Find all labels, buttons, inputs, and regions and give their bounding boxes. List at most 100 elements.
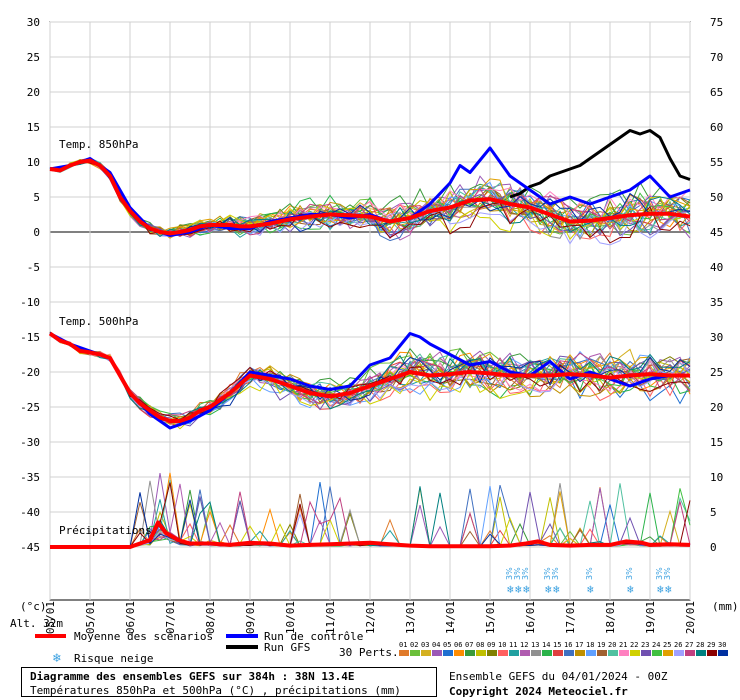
panel-label-t500: Temp. 500hPa	[59, 315, 138, 328]
snowflake-icon: ❄	[523, 583, 530, 596]
x-tick-label: 12/01	[364, 601, 377, 634]
x-tick-label: 05/01	[84, 601, 97, 634]
right-tick-label: 55	[710, 156, 723, 169]
pert-swatch	[663, 650, 673, 656]
x-tick-label: 16/01	[524, 601, 537, 634]
pert-number: 27	[685, 641, 693, 649]
pert-swatch	[586, 650, 596, 656]
left-tick-label: -10	[20, 296, 40, 309]
altitude-label: Alt. 32m	[10, 617, 63, 630]
pert-number: 22	[630, 641, 638, 649]
pert-number: 19	[597, 641, 605, 649]
x-tick-label: 05/01	[44, 601, 57, 634]
pert-number: 09	[487, 641, 495, 649]
right-axis-unit: (mm)	[712, 600, 739, 613]
x-tick-label: 09/01	[244, 601, 257, 634]
left-tick-label: 5	[33, 191, 40, 204]
pert-number: 30	[718, 641, 726, 649]
pert-number: 12	[520, 641, 528, 649]
snow-marker-text: 3%	[513, 567, 522, 580]
chart-title-box: Diagramme des ensembles GEFS sur 384h : …	[21, 667, 437, 697]
x-tick-label: 14/01	[444, 601, 457, 634]
snowflake-icon: ❄	[553, 583, 560, 596]
pert-swatch	[421, 650, 431, 656]
right-tick-label: 70	[710, 51, 723, 64]
pert-number: 20	[608, 641, 616, 649]
pert-swatch	[498, 650, 508, 656]
pert-swatch	[575, 650, 585, 656]
right-tick-label: 25	[710, 366, 723, 379]
pert-swatch	[531, 650, 541, 656]
series-line	[509, 129, 691, 199]
legend-gfs-label: Run GFS	[264, 641, 310, 654]
pert-number: 18	[586, 641, 594, 649]
pert-number: 03	[421, 641, 429, 649]
snow-marker-text: 3%	[521, 567, 530, 580]
pert-swatch	[432, 650, 442, 656]
pert-swatch	[652, 650, 662, 656]
pert-number: 29	[707, 641, 715, 649]
snow-marker-text: 3%	[543, 567, 552, 580]
main-series	[48, 129, 691, 549]
left-tick-label: -25	[20, 401, 40, 414]
x-tick-label: 10/01	[284, 601, 297, 634]
pert-number: 04	[432, 641, 440, 649]
left-tick-label: 0	[33, 226, 40, 239]
snow-marker-text: 3%	[505, 567, 514, 580]
right-tick-label: 15	[710, 436, 723, 449]
x-axis-ticks: 05/01 06/01 07/01 08/01 09/01 10/01 11/01 12/01…	[44, 601, 697, 634]
pert-number: 01	[399, 641, 407, 649]
snowflake-icon: ❄	[507, 583, 514, 596]
x-tick-label: 07/01	[164, 601, 177, 634]
panel-label-precip: Précipitations	[59, 524, 152, 537]
snow-marker-text: 3%	[663, 567, 672, 580]
legend-snow-label: Risque neige	[74, 652, 153, 665]
left-tick-label: 20	[27, 86, 40, 99]
pert-swatch	[564, 650, 574, 656]
snowflake-icon: ❄	[587, 583, 594, 596]
right-tick-label: 5	[710, 506, 717, 519]
right-tick-label: 75	[710, 16, 723, 29]
pert-swatch	[718, 650, 728, 656]
pert-swatch	[630, 650, 640, 656]
pert-number: 25	[663, 641, 671, 649]
right-tick-label: 40	[710, 261, 723, 274]
pert-number: 06	[454, 641, 462, 649]
pert-swatch	[487, 650, 497, 656]
pert-number: 14	[542, 641, 550, 649]
x-tick-label: 19/01	[644, 601, 657, 634]
pert-swatch	[553, 650, 563, 656]
snowflake-icon: ❄	[515, 583, 522, 596]
pert-number: 15	[553, 641, 561, 649]
pert-number: 26	[674, 641, 682, 649]
copyright: Copyright 2024 Meteociel.fr	[449, 685, 628, 698]
snow-markers: 3%❄3%❄3%❄3%❄3%❄3%❄3%❄3%❄3%❄	[505, 567, 672, 596]
pert-swatch	[476, 650, 486, 656]
pert-swatch	[399, 650, 409, 656]
left-tick-label: 25	[27, 51, 40, 64]
left-tick-label: -45	[20, 541, 40, 554]
right-tick-label: 30	[710, 331, 723, 344]
perturbation-legend: 01 02 03 04 05 06 07 08 09 10 11 12 13 14 15 16 17 18 19 20…	[399, 641, 728, 656]
right-tick-label: 20	[710, 401, 723, 414]
snowflake-icon: ❄	[52, 651, 61, 666]
series-line	[49, 158, 691, 236]
left-tick-label: -20	[20, 366, 40, 379]
left-tick-label: 30	[27, 16, 40, 29]
x-tick-label: 08/01	[204, 601, 217, 634]
pert-swatch	[696, 650, 706, 656]
run-info: Ensemble GEFS du 04/01/2024 - 00Z	[449, 670, 668, 683]
series-line	[48, 331, 690, 423]
right-tick-label: 50	[710, 191, 723, 204]
left-axis-unit: (°c)	[20, 600, 47, 613]
x-tick-label: 18/01	[604, 601, 617, 634]
left-tick-label: -30	[20, 436, 40, 449]
pert-number: 10	[498, 641, 506, 649]
pert-number: 17	[575, 641, 583, 649]
pert-swatch	[674, 650, 684, 656]
pert-swatch	[641, 650, 651, 656]
snow-marker-text: 3%	[625, 567, 634, 580]
pert-number: 24	[652, 641, 660, 649]
x-tick-label: 11/01	[324, 601, 337, 634]
